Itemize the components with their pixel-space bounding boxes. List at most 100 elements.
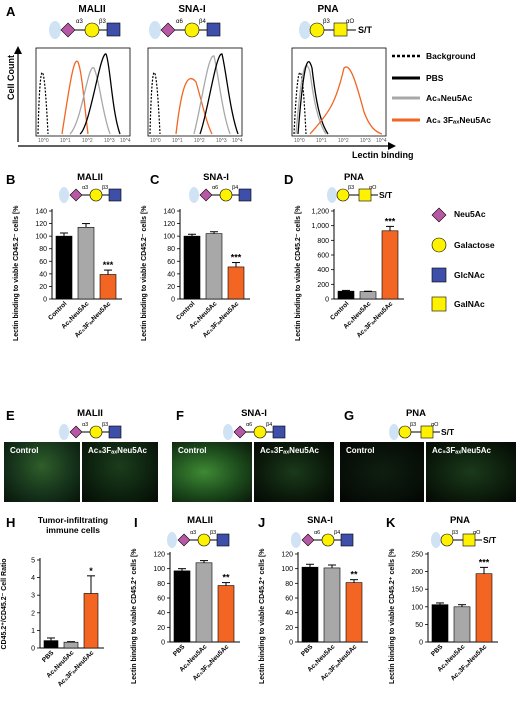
histogram-snai: [147, 47, 243, 137]
y-axis-label: Lectin binding to viable CD45.2⁺ cells […: [259, 548, 266, 684]
micrograph-g-control: Control: [340, 442, 424, 502]
y-tick-label: 40: [285, 610, 293, 617]
y-tick-label: 0: [171, 297, 175, 304]
x-tick-label: PBS: [172, 643, 187, 658]
glycan-snai-j: α6 β4: [291, 530, 354, 548]
bar: [337, 290, 355, 300]
y-tick-label: 0: [31, 646, 35, 653]
y-tick-label: 0: [325, 297, 329, 304]
significance-label: *: [89, 566, 93, 576]
glycan-st: S/T: [483, 535, 497, 545]
y-tick-label: 40: [39, 271, 47, 278]
panel-c-title: SNA-I: [203, 172, 229, 183]
y-tick-label: 1,000: [311, 223, 329, 230]
panel-i-title: MALII: [187, 515, 213, 526]
glycan-link-a3: α3: [82, 185, 88, 191]
panel-label-j: J: [258, 515, 266, 530]
panel-label-f: F: [176, 408, 184, 423]
x-tick-label: Control: [175, 300, 196, 321]
significance-label: ***: [479, 557, 490, 567]
galnac-icon: [431, 296, 447, 312]
y-axis-label: Lectin binding to viable CD45.2⁺ cells […: [389, 548, 396, 684]
y-tick-label: 100: [153, 566, 165, 573]
chart-i: Lectin binding to viable CD45.2⁺ cells […: [131, 548, 240, 684]
tick-a-pna-1: 10^1: [316, 138, 327, 144]
micrograph-label: Ac₅3FₐₓNeu5Ac: [260, 446, 319, 455]
chart-c: Lectin binding to viable CD45.2⁻ cells […: [141, 205, 250, 341]
galactose-icon: [431, 237, 447, 253]
y-tick-label: 60: [157, 596, 165, 603]
y-tick-label: 100: [163, 234, 175, 241]
bar: [195, 562, 213, 643]
glycan-link-a6: α6: [314, 530, 320, 536]
legend-label-background: Background: [426, 51, 476, 61]
y-tick-label: 120: [153, 552, 165, 559]
x-tick-label: PBS: [430, 643, 445, 658]
y-tick-label: 20: [167, 284, 175, 291]
y-tick-label: 120: [35, 221, 47, 228]
x-tick-label: Control: [47, 300, 68, 321]
glycan-link-a6: α6: [246, 422, 252, 428]
significance-label: **: [222, 573, 230, 583]
histogram-panel-a: 10^0 10^1 10^2 10^3 10^4 10^0 10^1 10^2 …: [14, 46, 396, 150]
micrograph-label: Control: [10, 446, 39, 455]
glycan-link-a6: α6: [176, 19, 183, 25]
glycan-malii-e: α3 β3: [59, 422, 122, 440]
bar: [345, 582, 363, 643]
bar: [227, 266, 245, 300]
glycan-link-b3: β3: [323, 19, 330, 25]
histogram-pna: [291, 47, 387, 137]
bar: [183, 235, 201, 300]
y-tick-label: 200: [317, 282, 329, 289]
glycan-malii-i: α3 β3: [167, 530, 230, 548]
legend-label-ac53f: Ac₅ 3FₐₓNeu5Ac: [426, 115, 492, 125]
histogram-malii: [35, 47, 131, 137]
tick-a-malii-4: 10^4: [120, 138, 131, 144]
glycan-link-b3: β3: [348, 185, 354, 191]
glycan-link-b4: β4: [232, 185, 238, 191]
legend-label-pbs: PBS: [426, 73, 444, 83]
y-tick-label: 60: [285, 596, 293, 603]
panel-f-title: SNA-I: [241, 408, 267, 419]
significance-label: **: [350, 570, 358, 580]
y-tick-label: 2: [31, 610, 35, 617]
y-tick-label: 80: [39, 246, 47, 253]
bar: [301, 566, 319, 643]
x-tick-label: PBS: [300, 643, 315, 658]
glycan-link-ao: αO: [369, 185, 377, 191]
glycan-snai-a: α6 β4: [149, 19, 221, 39]
y-tick-label: 0: [289, 640, 293, 647]
significance-label: ***: [385, 216, 396, 226]
y-axis-label: Lectin binding to viable CD45.2⁻ cells […: [141, 205, 148, 341]
glycan-snai-c: α6 β4: [189, 185, 252, 203]
glycan-link-b3: β3: [99, 19, 106, 25]
tick-a-snai-3: 10^3: [216, 138, 227, 144]
bar: [99, 274, 117, 300]
tick-a-pna-3: 10^3: [360, 138, 371, 144]
significance-label: ***: [103, 260, 114, 270]
panel-j-title: SNA-I: [307, 515, 333, 526]
chart-d: Lectin binding to viable CD45.2⁻ cells […: [295, 205, 404, 341]
tick-a-snai-2: 10^2: [194, 138, 205, 144]
panel-label-e: E: [6, 408, 15, 423]
glycan-link-b4: β4: [199, 19, 206, 25]
glycan-st: S/T: [358, 25, 373, 35]
y-tick-label: 80: [285, 581, 293, 588]
y-tick-label: 20: [39, 284, 47, 291]
glycan-link-a6: α6: [212, 185, 218, 191]
glycan-link-a3: α3: [76, 19, 83, 25]
y-tick-label: 50: [415, 622, 423, 629]
y-tick-label: 250: [411, 552, 423, 559]
y-tick-label: 0: [43, 297, 47, 304]
panel-label-g: G: [344, 408, 355, 423]
tick-a-malii-2: 10^2: [82, 138, 93, 144]
glycan-link-ao: αO: [346, 19, 354, 25]
tick-a-snai-4: 10^4: [232, 138, 243, 144]
glycan-pna-a: β3 αO S/T: [299, 19, 373, 39]
glycan-st: S/T: [379, 190, 393, 200]
y-tick-label: 100: [281, 566, 293, 573]
panel-label-k: K: [386, 515, 396, 530]
y-tick-label: 80: [167, 246, 175, 253]
glycan-link-b3: β3: [452, 530, 458, 536]
panel-d-title: PNA: [343, 172, 365, 183]
